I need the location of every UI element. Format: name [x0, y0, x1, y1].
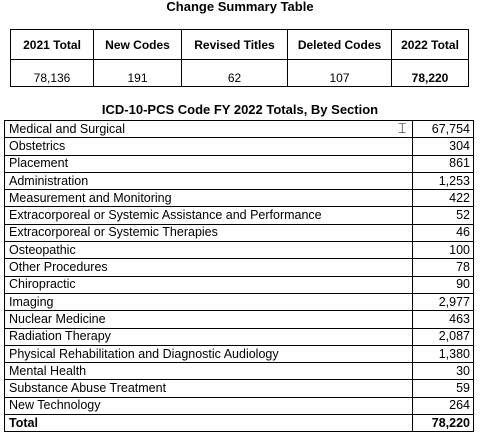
section-total-count: 78,220	[412, 414, 474, 433]
section-row: Measurement and Monitoring 422	[4, 189, 474, 208]
section-count: 264	[412, 396, 474, 416]
section-name: Radiation Therapy	[4, 327, 413, 346]
section-name: Administration	[4, 171, 413, 191]
section-count: 52	[412, 206, 474, 225]
summary-header-revised-titles: Revised Titles	[181, 29, 288, 60]
section-count: 2,087	[412, 327, 474, 346]
section-count: 1,253	[412, 171, 474, 191]
section-row: Mental Health 30	[4, 362, 474, 381]
section-count: 90	[412, 275, 474, 294]
summary-value-2022-total: 78,220	[391, 59, 469, 87]
section-total-row: Total 78,220	[4, 414, 474, 433]
section-count: 1,380	[412, 344, 474, 364]
section-name: Medical and Surgical	[4, 119, 413, 139]
summary-value-deleted-codes: 107	[287, 59, 392, 87]
section-total-label: Total	[4, 414, 413, 433]
summary-value-revised-titles: 62	[181, 59, 288, 87]
section-row: Obstetrics 304	[4, 137, 474, 156]
section-count: 2,977	[412, 292, 474, 312]
summary-value-2021-total: 78,136	[10, 59, 94, 87]
section-name: Measurement and Monitoring	[4, 189, 413, 208]
summary-title: Change Summary Table	[166, 0, 314, 14]
section-name: Chiropractic	[4, 275, 413, 294]
section-name: Obstetrics	[4, 137, 413, 156]
section-row: Physical Rehabilitation and Diagnostic A…	[4, 344, 474, 364]
section-row: Nuclear Medicine 463	[4, 310, 474, 329]
section-name: Mental Health	[4, 362, 413, 381]
section-count: 30	[412, 362, 474, 381]
summary-value-row: 78,136 191 62 107 78,220	[10, 59, 469, 87]
section-row: Imaging 2,977	[4, 292, 474, 312]
section-row: Osteopathic 100	[4, 241, 474, 260]
section-row: Chiropractic 90	[4, 275, 474, 294]
section-row: New Technology 264	[4, 396, 474, 416]
section-row: Placement 861	[4, 154, 474, 173]
section-name: Physical Rehabilitation and Diagnostic A…	[4, 344, 413, 364]
section-count: 100	[412, 241, 474, 260]
section-row: Substance Abuse Treatment 59	[4, 379, 474, 398]
section-count: 46	[412, 223, 474, 243]
change-summary-table: 2021 Total New Codes Revised Titles Dele…	[10, 29, 469, 87]
section-row: Other Procedures 78	[4, 258, 474, 277]
section-name: Other Procedures	[4, 258, 413, 277]
section-name: Extracorporeal or Systemic Assistance an…	[4, 206, 413, 225]
summary-header-row: 2021 Total New Codes Revised Titles Dele…	[10, 29, 469, 60]
section-name: Imaging	[4, 292, 413, 312]
summary-header-2021-total: 2021 Total	[10, 29, 94, 60]
section-row: Extracorporeal or Systemic Therapies 46	[4, 223, 474, 243]
text-cursor-icon: ⌶	[398, 120, 407, 136]
section-name: Placement	[4, 154, 413, 173]
section-count: 304	[412, 137, 474, 156]
summary-header-deleted-codes: Deleted Codes	[287, 29, 392, 60]
section-count: 422	[412, 189, 474, 208]
section-count: 861	[412, 154, 474, 173]
section-name: Osteopathic	[4, 241, 413, 260]
section-totals-table: Medical and Surgical 67,754 Obstetrics 304 P…	[4, 119, 474, 433]
section-name: Substance Abuse Treatment	[4, 379, 413, 398]
section-row: Extracorporeal or Systemic Assistance an…	[4, 206, 474, 225]
section-name: Nuclear Medicine	[4, 310, 413, 329]
sections-title: ICD-10-PCS Code FY 2022 Totals, By Secti…	[101, 102, 379, 117]
section-count: 463	[412, 310, 474, 329]
section-count: 59	[412, 379, 474, 398]
section-row: Radiation Therapy 2,087	[4, 327, 474, 346]
section-count: 78	[412, 258, 474, 277]
section-row: Administration 1,253	[4, 171, 474, 191]
summary-header-2022-total: 2022 Total	[391, 29, 469, 60]
section-name: New Technology	[4, 396, 413, 416]
summary-value-new-codes: 191	[93, 59, 182, 87]
section-count: 67,754	[412, 119, 474, 139]
summary-header-new-codes: New Codes	[93, 29, 182, 60]
section-name: Extracorporeal or Systemic Therapies	[4, 223, 413, 243]
